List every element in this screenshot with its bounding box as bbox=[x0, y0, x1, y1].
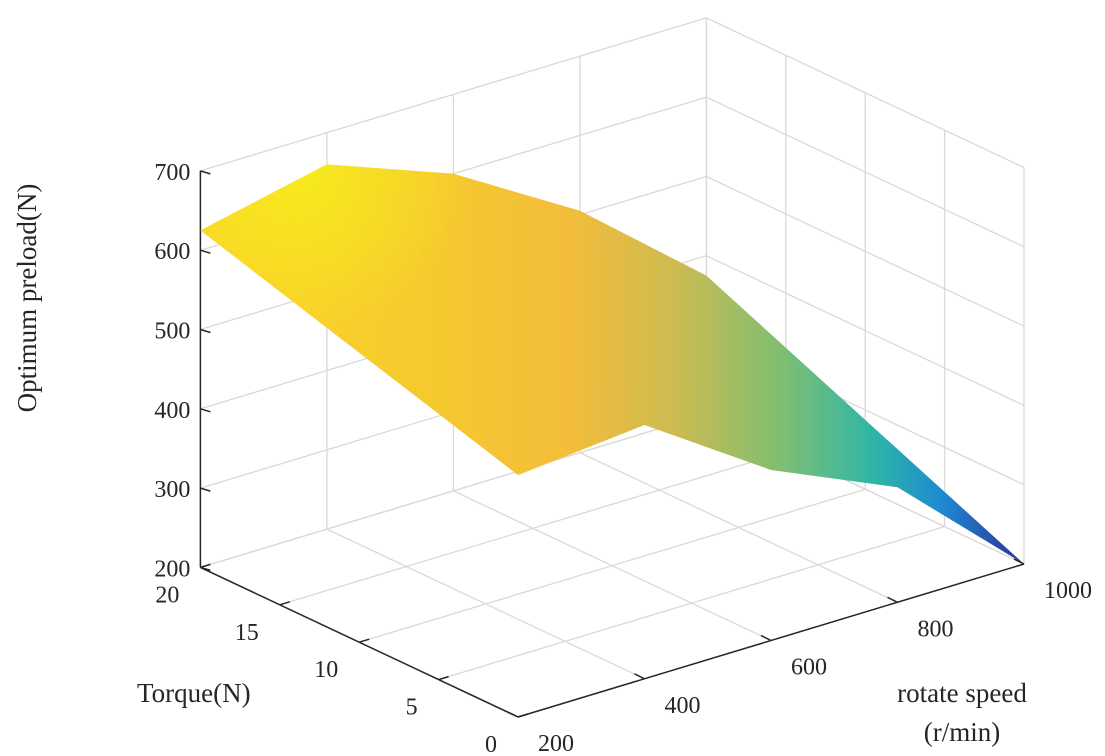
x-tick-label-200: 200 bbox=[538, 731, 574, 756]
z-tick-mark-300 bbox=[200, 487, 211, 492]
tick-marks bbox=[200, 170, 1025, 718]
tick-labels: 2003004005006007000510152020040060080010… bbox=[154, 160, 1092, 756]
z-tick-mark-400 bbox=[200, 408, 211, 413]
z-tick-label-700: 700 bbox=[154, 160, 190, 186]
z-tick-mark-600 bbox=[200, 249, 211, 254]
x-tick-label-800: 800 bbox=[918, 616, 954, 642]
floor-grid-line-torque-15 bbox=[279, 451, 786, 606]
z-axis-title: Optimum preload(N) bbox=[12, 184, 42, 413]
x-tick-mark-600 bbox=[760, 634, 772, 642]
y-tick-label-5: 5 bbox=[406, 695, 418, 721]
floor-grid-line-torque-10 bbox=[359, 488, 866, 643]
right-wall-grid-line-preload-700 bbox=[200, 17, 707, 172]
x-tick-mark-1000 bbox=[1013, 558, 1025, 565]
surface-highlight bbox=[200, 164, 1024, 564]
z-tick-label-400: 400 bbox=[154, 398, 190, 424]
x-tick-mark-800 bbox=[887, 596, 898, 603]
z-tick-label-300: 300 bbox=[154, 477, 190, 503]
surface bbox=[200, 164, 1024, 564]
y-tick-label-10: 10 bbox=[314, 657, 338, 683]
x-tick-mark-200 bbox=[507, 711, 519, 718]
z-tick-mark-700 bbox=[200, 170, 211, 175]
x-tick-mark-400 bbox=[634, 673, 645, 680]
right-wall-grid-line-preload-200 bbox=[200, 413, 707, 569]
left-wall-grid-line-preload-500 bbox=[706, 175, 1025, 327]
y-tick-mark-10 bbox=[358, 638, 370, 643]
x-tick-label-600: 600 bbox=[791, 655, 827, 681]
y-axis-title: Torque(N) bbox=[137, 678, 251, 708]
x-axis-title-line2: (r/min) bbox=[924, 717, 1000, 747]
floor-grid-line-torque-5 bbox=[438, 525, 945, 681]
left-wall-grid-line-preload-600 bbox=[706, 96, 1025, 248]
back-left-wall-grid bbox=[705, 17, 1025, 565]
z-tick-mark-500 bbox=[200, 328, 211, 334]
z-tick-mark-200 bbox=[200, 566, 211, 572]
z-tick-label-500: 500 bbox=[154, 319, 190, 345]
y-tick-mark-20 bbox=[200, 563, 211, 569]
z-tick-label-200: 200 bbox=[154, 556, 190, 582]
x-axis-title-line1: rotate speed bbox=[897, 678, 1027, 708]
y-tick-mark-15 bbox=[279, 601, 291, 606]
left-wall-grid-line-preload-400 bbox=[706, 255, 1025, 406]
y-tick-label-15: 15 bbox=[235, 620, 259, 646]
z-tick-label-600: 600 bbox=[154, 239, 190, 265]
y-tick-label-0: 0 bbox=[485, 732, 497, 756]
x-tick-label-1000: 1000 bbox=[1044, 578, 1092, 604]
x-tick-label-400: 400 bbox=[665, 693, 701, 719]
y-tick-mark-5 bbox=[438, 675, 449, 681]
y-tick-mark-0 bbox=[517, 713, 529, 718]
left-wall-grid-line-preload-700 bbox=[706, 17, 1025, 169]
y-tick-label-20: 20 bbox=[155, 582, 179, 608]
